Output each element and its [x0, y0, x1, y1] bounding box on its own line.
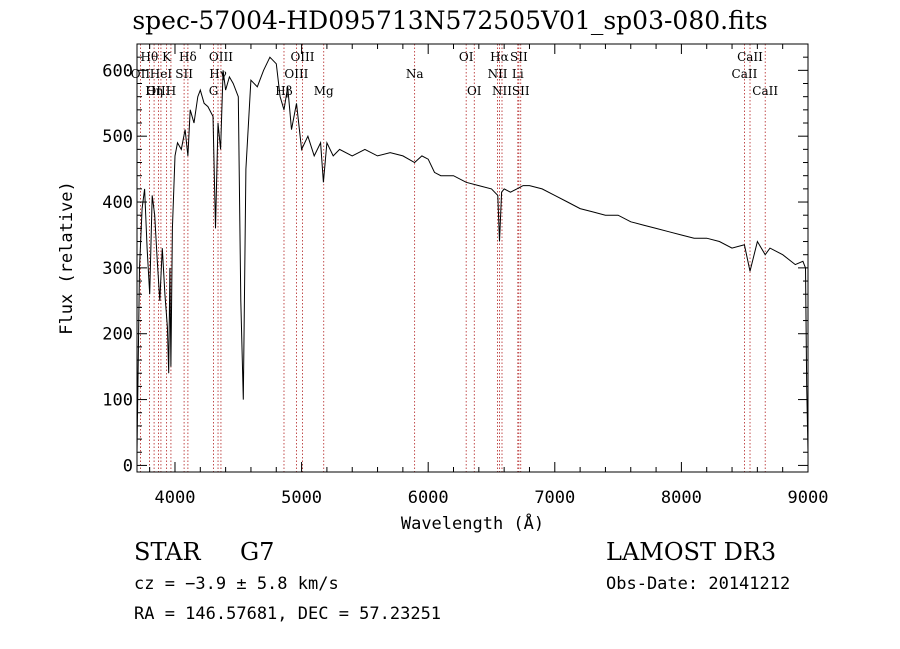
x-tick-label: 6000: [408, 488, 449, 508]
line-label: OI: [467, 84, 482, 98]
line-label: SII: [510, 50, 528, 64]
x-tick-label: 4000: [155, 488, 196, 508]
line-label: NII: [492, 84, 512, 98]
y-tick-label: 600: [102, 61, 133, 81]
line-label: H: [166, 84, 176, 98]
y-tick-label: 0: [123, 456, 133, 476]
line-label: G: [209, 84, 219, 98]
line-label: HeI: [150, 67, 173, 81]
redshift-value: cz = −3.9 ± 5.8 km/s: [134, 574, 339, 594]
line-label: Hη: [145, 84, 163, 98]
axis-ticks: [137, 43, 809, 472]
observation-date: Obs-Date: 20141212: [606, 574, 791, 594]
line-label: NII: [488, 67, 508, 81]
x-tick-label: 7000: [534, 488, 575, 508]
y-tick-label: 300: [102, 259, 133, 279]
chart-title: spec-57004-HD095713N572505V01_sp03-080.f…: [132, 6, 768, 35]
y-tick-label: 500: [102, 127, 133, 147]
line-label: K: [162, 50, 172, 64]
y-tick-label: 200: [102, 325, 133, 345]
line-label: CaII: [732, 67, 758, 81]
line-label: OIII: [284, 67, 308, 81]
line-label: OIII: [209, 50, 233, 64]
object-type: STAR: [134, 538, 201, 566]
spectral-line-markers: [140, 44, 766, 472]
survey-name: LAMOST DR3: [606, 538, 777, 566]
line-label: SII: [175, 67, 193, 81]
x-tick-label: 9000: [788, 488, 829, 508]
y-tick-label: 400: [102, 193, 133, 213]
line-label: OIII: [146, 84, 170, 98]
line-label: Li: [512, 67, 524, 81]
line-label: Hγ: [209, 67, 227, 81]
line-label: OIII: [290, 50, 314, 64]
line-label: Hδ: [179, 50, 197, 64]
line-label: Na: [406, 67, 424, 81]
tick-labels: 4000 5000 6000 7000 8000 9000 0 100 200 300 400 500…: [102, 61, 828, 508]
line-label: OI: [459, 50, 474, 64]
x-tick-label: 8000: [661, 488, 702, 508]
line-label: CaII: [752, 84, 778, 98]
x-tick-label: 5000: [281, 488, 322, 508]
line-label: Hβ: [275, 84, 292, 98]
x-axis-label: Wavelength (Å): [401, 512, 544, 534]
line-label: Hα: [490, 50, 509, 64]
line-label: OII: [131, 67, 151, 81]
line-label: CaII: [737, 50, 763, 64]
line-label: Hθ: [141, 50, 159, 64]
coordinates: RA = 146.57681, DEC = 57.23251: [134, 604, 442, 624]
y-axis-label: Flux (relative): [57, 181, 77, 335]
plot-frame: [136, 43, 809, 473]
spectral-subclass: G7: [240, 538, 275, 566]
spectrum-trace: [136, 56, 809, 453]
line-label: Mg: [314, 84, 334, 98]
y-tick-label: 100: [102, 391, 133, 411]
line-label: SII: [512, 84, 530, 98]
